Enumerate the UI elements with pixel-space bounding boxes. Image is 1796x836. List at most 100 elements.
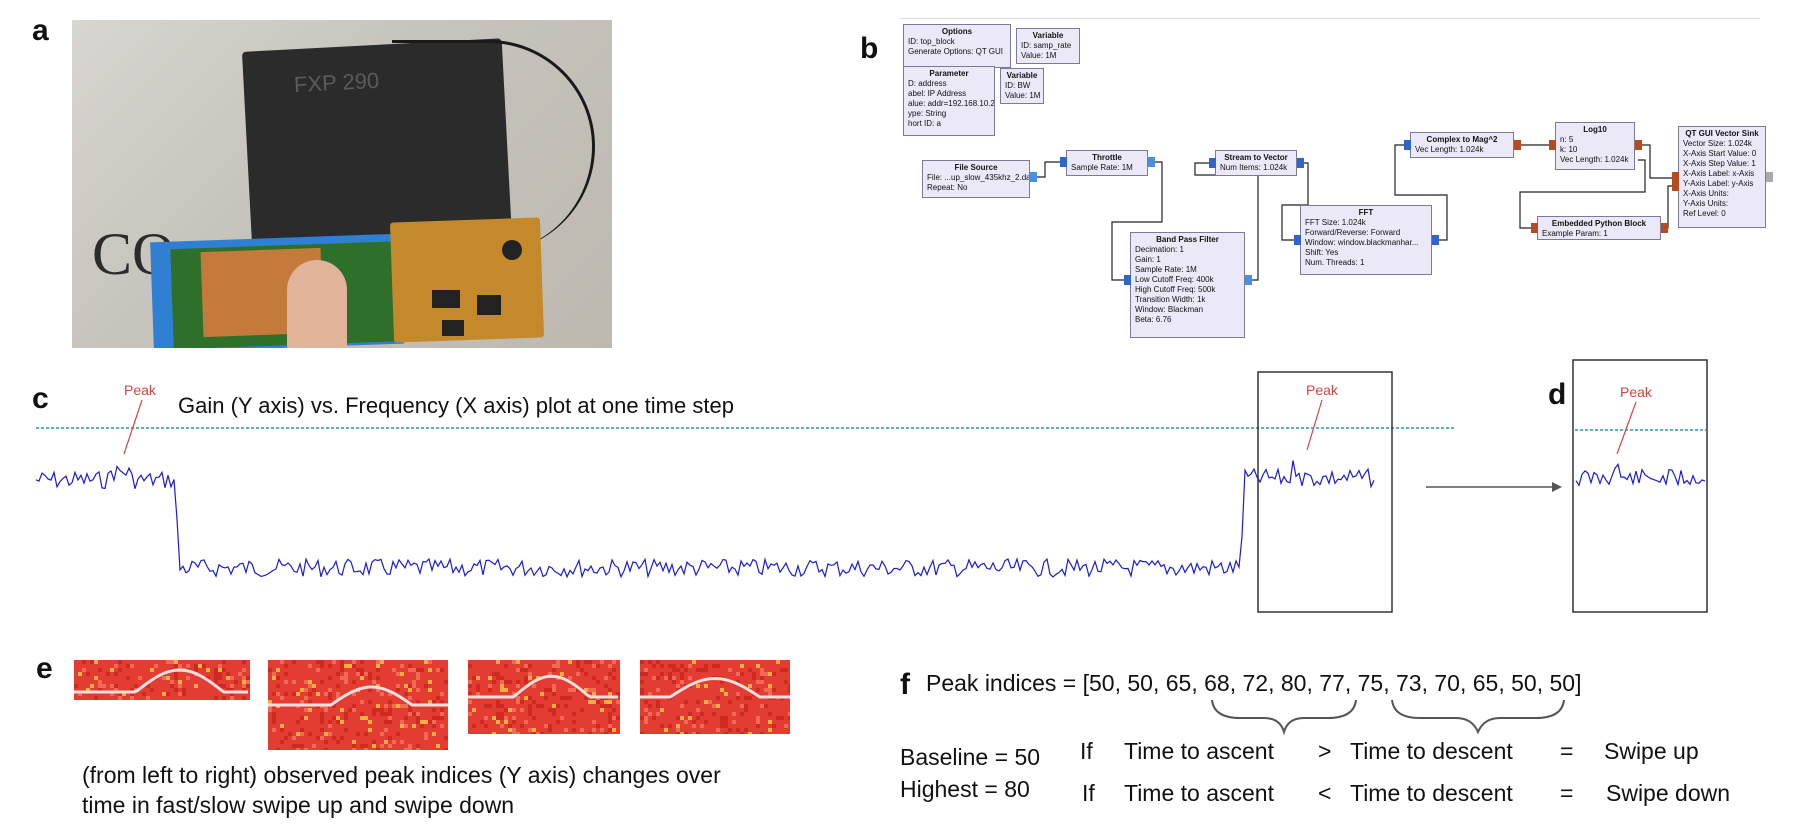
heatmap-cell [760,732,764,734]
heatmap-cell [744,708,748,712]
heatmap-cell [320,680,324,684]
qt-gui-vector-sink-block[interactable]: QT GUI Vector Sink Vector Size: 1.024k X… [1678,126,1766,228]
embedded-python-block[interactable]: Embedded Python Block Example Param: 1 [1537,216,1661,240]
heatmap-cell [380,712,384,716]
options-block[interactable]: Options ID: top_block Generate Options: … [903,24,1011,68]
peak-trace [74,668,248,694]
heatmap-cell [776,716,780,720]
heatmap-cell [740,664,744,668]
input-port[interactable] [1209,158,1216,168]
heatmap-cell [524,676,528,680]
heatmap-cell [238,672,242,676]
band-pass-filter-block[interactable]: Band Pass Filter Decimation: 1 Gain: 1 S… [1130,232,1245,338]
parameter-block[interactable]: Parameter D: address abel: IP Address al… [903,66,995,136]
heatmap-cell [524,720,528,724]
input-port[interactable] [1404,140,1411,150]
heatmap-cell [300,744,304,748]
heatmap-cell [688,676,692,680]
output-port[interactable] [1297,158,1304,168]
fft-block[interactable]: FFT FFT Size: 1.024k Forward/Reverse: Fo… [1300,205,1432,275]
panel-letter-b: b [860,32,879,65]
input-port[interactable] [1672,172,1679,182]
output-port[interactable] [1030,172,1037,182]
heatmap-cell [780,716,784,720]
complex-to-mag-block[interactable]: Complex to Mag^2 Vec Length: 1.024k [1410,132,1514,158]
heatmap-cell [696,668,700,672]
heatmap-cell [304,688,308,692]
heatmap-cell [680,664,684,668]
variable-samp-rate-block[interactable]: Variable ID: samp_rate Value: 1M [1016,28,1080,64]
heatmap-cell [440,692,444,696]
heatmap-cell [312,744,316,748]
output-port[interactable] [1245,275,1252,285]
heatmap-cell [648,660,652,664]
block-title: File Source [954,163,998,172]
peak-pointer-left [123,399,143,455]
peak-value: 50 [1549,670,1576,696]
heatmap-cell [504,708,508,712]
heatmap-cell [276,748,280,750]
heatmap-cell [728,700,732,704]
heatmap-cell [222,684,226,688]
file-source-block[interactable]: File Source File: ...up_slow_435khz_2.da… [922,160,1030,198]
heatmap-cell [174,664,178,668]
heatmap-cell [316,692,320,696]
heatmap-cell [644,672,648,676]
heatmap-cell [440,668,444,672]
heatmap-cell [656,688,660,692]
heatmap-cell [760,676,764,680]
heatmap-cell [508,680,512,684]
heatmap-cell [420,668,424,672]
heatmap-cell [404,724,408,728]
output-port[interactable] [1661,223,1668,233]
input-port[interactable] [1124,275,1131,285]
rule2-result: Swipe down [1606,780,1731,806]
peak-label-box: Peak [1306,382,1338,398]
heatmap-cell [604,704,608,708]
heatmap-cell [720,720,724,724]
variable-bw-block[interactable]: Variable ID: BW Value: 1M [1000,68,1044,104]
heatmap-cell [340,676,344,680]
heatmap-cell [218,668,222,672]
heatmap-cell [564,728,568,732]
heatmap-cell [664,676,668,680]
heatmap-cell [368,672,372,676]
input-port[interactable] [1549,140,1556,150]
descent-brace [1391,699,1565,735]
input-port[interactable] [1531,223,1538,233]
stream-to-vector-block[interactable]: Stream to Vector Num Items: 1.024k [1215,150,1297,176]
heatmap-cell [432,700,436,704]
heatmap-cell [336,672,340,676]
heatmap-cell [520,668,524,672]
peak-indices-prefix: Peak indices = [ [926,670,1090,696]
heatmap-cell [552,708,556,712]
input-port[interactable] [1060,157,1067,167]
chip [477,295,501,315]
panel-letter-c: c [32,382,49,415]
output-port[interactable] [1148,157,1155,167]
heatmap-cell [376,660,380,664]
heatmap-cell [384,728,388,732]
heatmap-cell [412,712,416,716]
output-port[interactable] [1432,235,1439,245]
heatmap-cell [340,664,344,668]
heatmap-cell [416,688,420,692]
heatmap-cell [728,728,732,732]
block-param: Example Param: 1 [1542,229,1608,238]
output-port[interactable] [1635,140,1642,150]
heatmap-cell [336,740,340,744]
heatmap-cell [388,700,392,704]
output-port[interactable] [1514,140,1521,150]
heatmap-cell [656,712,660,716]
input-port[interactable] [1672,181,1679,191]
log10-block[interactable]: Log10 n: 5 k: 10 Vec Length: 1.024k [1555,122,1635,170]
heatmap-cell [704,720,708,724]
heatmap-cell [94,660,98,664]
input-port[interactable] [1294,235,1301,245]
heatmap-cell [328,696,332,700]
peak-pointer-box [1306,399,1323,451]
throttle-block[interactable]: Throttle Sample Rate: 1M [1066,150,1148,176]
output-port[interactable] [1766,172,1773,182]
heatmap-cell [600,728,604,732]
heatmap-cell [134,684,138,688]
